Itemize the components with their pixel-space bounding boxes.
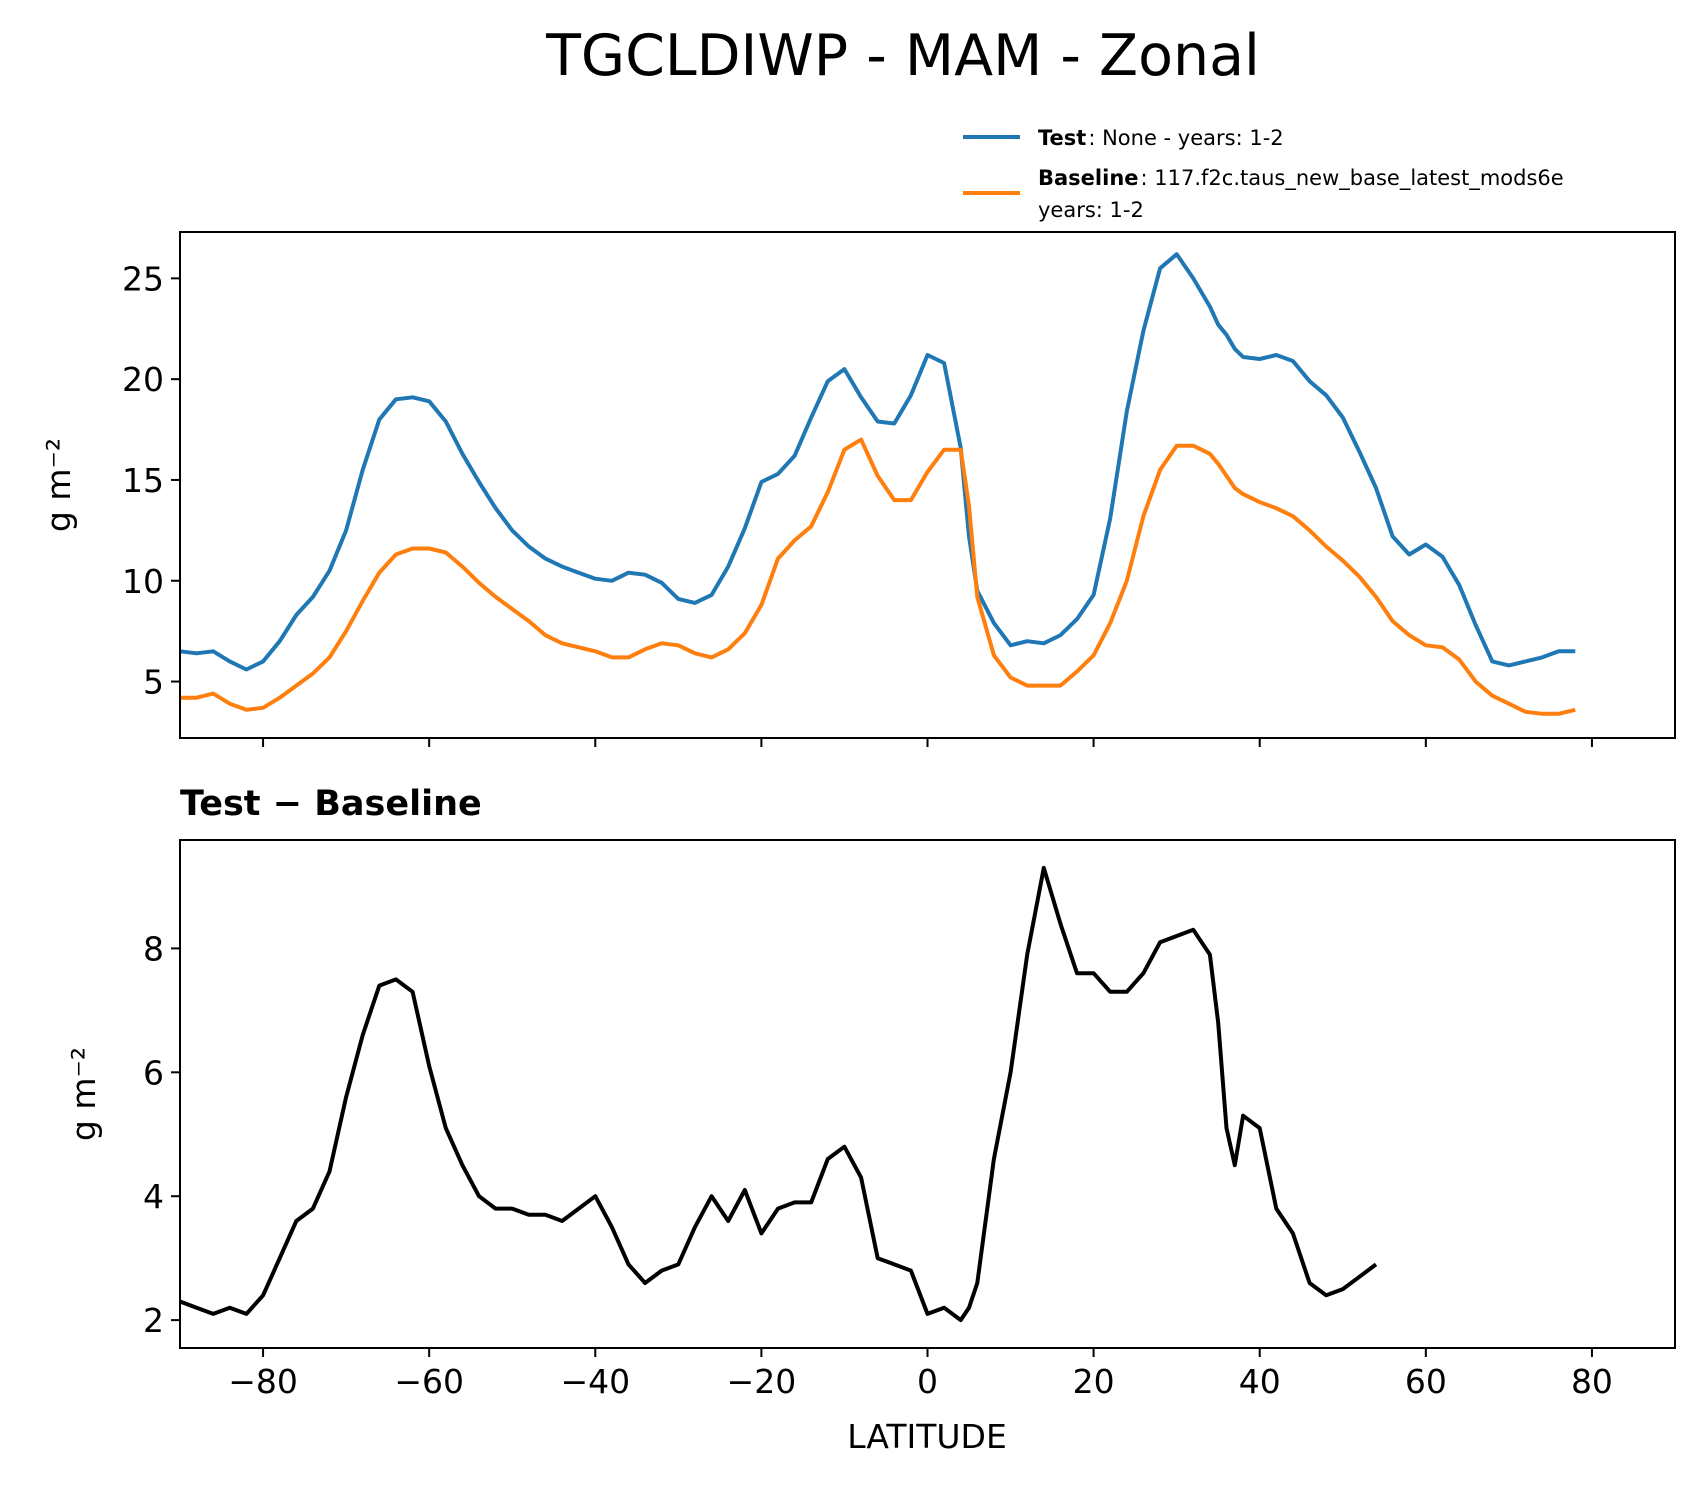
bottom-panel-x-tick-label: −20	[727, 1362, 797, 1401]
bottom-panel-x-ticks: −80 −60 −40 −20 0 20 40 60 80	[228, 1348, 1613, 1401]
top-panel-frame	[179, 231, 1676, 739]
legend-baseline-entry: Baseline: 117.f2c.taus_new_base_latest_m…	[1038, 166, 1564, 191]
legend-test-name: Test	[1038, 126, 1086, 150]
bottom-panel-y-tick-label: 2	[143, 1301, 164, 1340]
bottom-panel-y-ticks: 2 4 6 8	[143, 929, 180, 1340]
legend-test-entry: Test: None - years: 1-2	[1038, 126, 1284, 150]
top-panel: 5 10 15 20 25 g m⁻²	[39, 231, 1676, 747]
bottom-panel-x-tick-label: 60	[1405, 1362, 1447, 1401]
bottom-panel-y-tick-label: 6	[143, 1053, 164, 1092]
bottom-panel-frame	[179, 839, 1676, 1349]
bottom-panel-x-tick-label: 80	[1571, 1362, 1613, 1401]
bottom-panel-series-line-test-baseline	[179, 865, 1378, 1323]
top-panel-y-tick-label: 10	[122, 562, 164, 601]
legend-baseline-name: Baseline	[1038, 166, 1139, 190]
bottom-panel-x-tick-label: −60	[394, 1362, 464, 1401]
bottom-panel: Test − Baseline 2 4 6 8 −80 −60 −40 −20 0 20 40 60…	[64, 784, 1676, 1456]
bottom-panel-y-tick-label: 4	[143, 1177, 164, 1216]
bottom-panel-title: Test − Baseline	[180, 784, 482, 824]
legend-baseline-desc-2: years: 1-2	[1038, 198, 1144, 222]
figure-title: TGCLDIWP - MAM - Zonal	[545, 23, 1260, 89]
top-panel-y-axis-label: g m⁻²	[39, 438, 78, 532]
bottom-panel-y-tick-label: 8	[143, 929, 164, 968]
top-panel-series-line-baseline	[180, 437, 1576, 716]
top-panel-x-ticks	[262, 738, 1593, 747]
top-panel-y-tick-label: 20	[122, 360, 164, 399]
bottom-panel-x-tick-label: 40	[1239, 1362, 1281, 1401]
legend: Test: None - years: 1-2 Baseline: 117.f2…	[963, 126, 1564, 222]
bottom-panel-x-tick-label: 20	[1073, 1362, 1115, 1401]
top-panel-y-tick-label: 15	[122, 461, 164, 500]
x-axis-label: LATITUDE	[847, 1417, 1007, 1456]
top-panel-y-tick-label: 25	[122, 259, 164, 298]
bottom-panel-x-tick-label: −40	[560, 1362, 630, 1401]
top-panel-y-tick-label: 5	[143, 663, 164, 702]
top-panel-y-ticks: 5 10 15 20 25	[122, 259, 180, 702]
bottom-panel-x-tick-label: −80	[228, 1362, 298, 1401]
legend-test-desc: : None - years: 1-2	[1088, 126, 1283, 150]
legend-baseline-desc: : 117.f2c.taus_new_base_latest_mods6e	[1141, 166, 1564, 191]
top-panel-lines	[179, 252, 1576, 716]
top-panel-series-line-test	[179, 252, 1576, 672]
bottom-panel-lines	[179, 865, 1378, 1323]
bottom-panel-x-tick-label: 0	[917, 1362, 938, 1401]
bottom-panel-y-axis-label: g m⁻²	[64, 1047, 103, 1141]
